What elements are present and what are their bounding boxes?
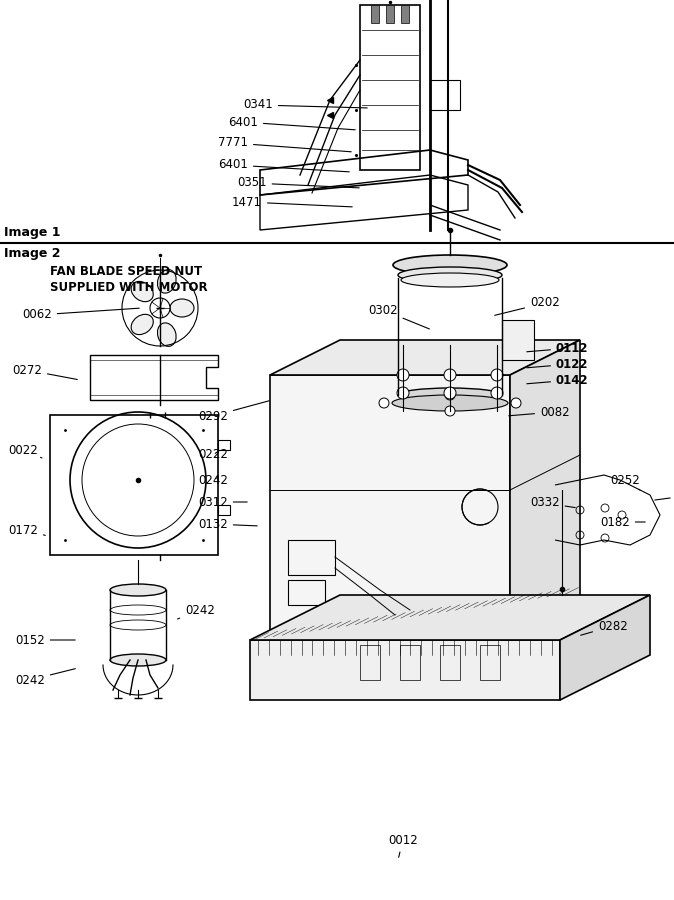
Circle shape	[491, 387, 503, 399]
Bar	[360, 645, 380, 680]
Text: 6401: 6401	[228, 115, 355, 130]
Circle shape	[445, 390, 455, 400]
Text: Image 1: Image 1	[4, 226, 61, 239]
Polygon shape	[270, 375, 510, 640]
Ellipse shape	[393, 255, 507, 275]
Text: 0242: 0242	[198, 473, 228, 487]
Circle shape	[491, 369, 503, 381]
Text: 0172: 0172	[8, 524, 45, 536]
Text: 0122: 0122	[527, 357, 588, 371]
Bar	[386, 5, 394, 23]
Bar	[371, 5, 379, 23]
Text: 0341: 0341	[243, 98, 367, 112]
Text: 0012: 0012	[388, 833, 418, 858]
Ellipse shape	[158, 323, 176, 346]
Bar	[400, 645, 420, 680]
Bar	[50, 415, 218, 555]
Text: 6401: 6401	[218, 158, 349, 172]
Text: 0222: 0222	[198, 448, 228, 462]
Text: 0152: 0152	[15, 634, 75, 646]
Text: 0112: 0112	[527, 341, 588, 355]
Text: 0132: 0132	[198, 518, 257, 530]
Circle shape	[445, 406, 455, 416]
Circle shape	[462, 489, 498, 525]
Ellipse shape	[110, 654, 166, 666]
Ellipse shape	[401, 273, 499, 287]
Ellipse shape	[170, 299, 194, 317]
Circle shape	[397, 387, 409, 399]
Ellipse shape	[398, 388, 502, 402]
Ellipse shape	[392, 395, 508, 411]
Text: 0312: 0312	[198, 496, 247, 508]
Polygon shape	[510, 340, 580, 640]
Text: 0302: 0302	[368, 303, 429, 329]
Bar	[288, 540, 335, 575]
Text: 0022: 0022	[8, 444, 42, 458]
Text: 0252: 0252	[610, 473, 640, 490]
Text: 0332: 0332	[530, 497, 575, 509]
Text: 0082: 0082	[509, 406, 570, 419]
Text: 0202: 0202	[495, 296, 559, 315]
Ellipse shape	[158, 270, 176, 293]
Circle shape	[379, 398, 389, 408]
Text: 0062: 0062	[22, 308, 140, 321]
Circle shape	[150, 298, 170, 318]
Bar	[480, 645, 500, 680]
Ellipse shape	[398, 267, 502, 283]
Text: 0272: 0272	[12, 364, 78, 380]
Ellipse shape	[131, 314, 153, 335]
Polygon shape	[250, 595, 650, 640]
Bar	[288, 580, 325, 605]
Text: 0242: 0242	[15, 669, 75, 687]
Text: 0182: 0182	[600, 516, 645, 528]
Text: Image 2: Image 2	[4, 247, 61, 260]
Text: 7771: 7771	[218, 137, 351, 152]
Text: 0351: 0351	[237, 176, 359, 190]
Circle shape	[444, 369, 456, 381]
Text: 1471: 1471	[232, 195, 353, 209]
Polygon shape	[560, 595, 650, 700]
Text: SUPPLIED WITH MOTOR: SUPPLIED WITH MOTOR	[50, 281, 208, 294]
Text: 0142: 0142	[527, 374, 588, 386]
Circle shape	[397, 369, 409, 381]
Text: 0242: 0242	[177, 604, 215, 619]
Polygon shape	[502, 320, 534, 360]
Ellipse shape	[131, 282, 153, 302]
Circle shape	[444, 387, 456, 399]
Polygon shape	[250, 640, 560, 700]
Polygon shape	[270, 340, 580, 375]
Text: FAN BLADE SPEED NUT: FAN BLADE SPEED NUT	[50, 265, 202, 278]
Bar	[401, 5, 409, 23]
Text: 0292: 0292	[198, 400, 270, 422]
Circle shape	[511, 398, 521, 408]
Ellipse shape	[110, 584, 166, 596]
Bar	[440, 645, 460, 680]
Text: 0282: 0282	[581, 619, 627, 635]
